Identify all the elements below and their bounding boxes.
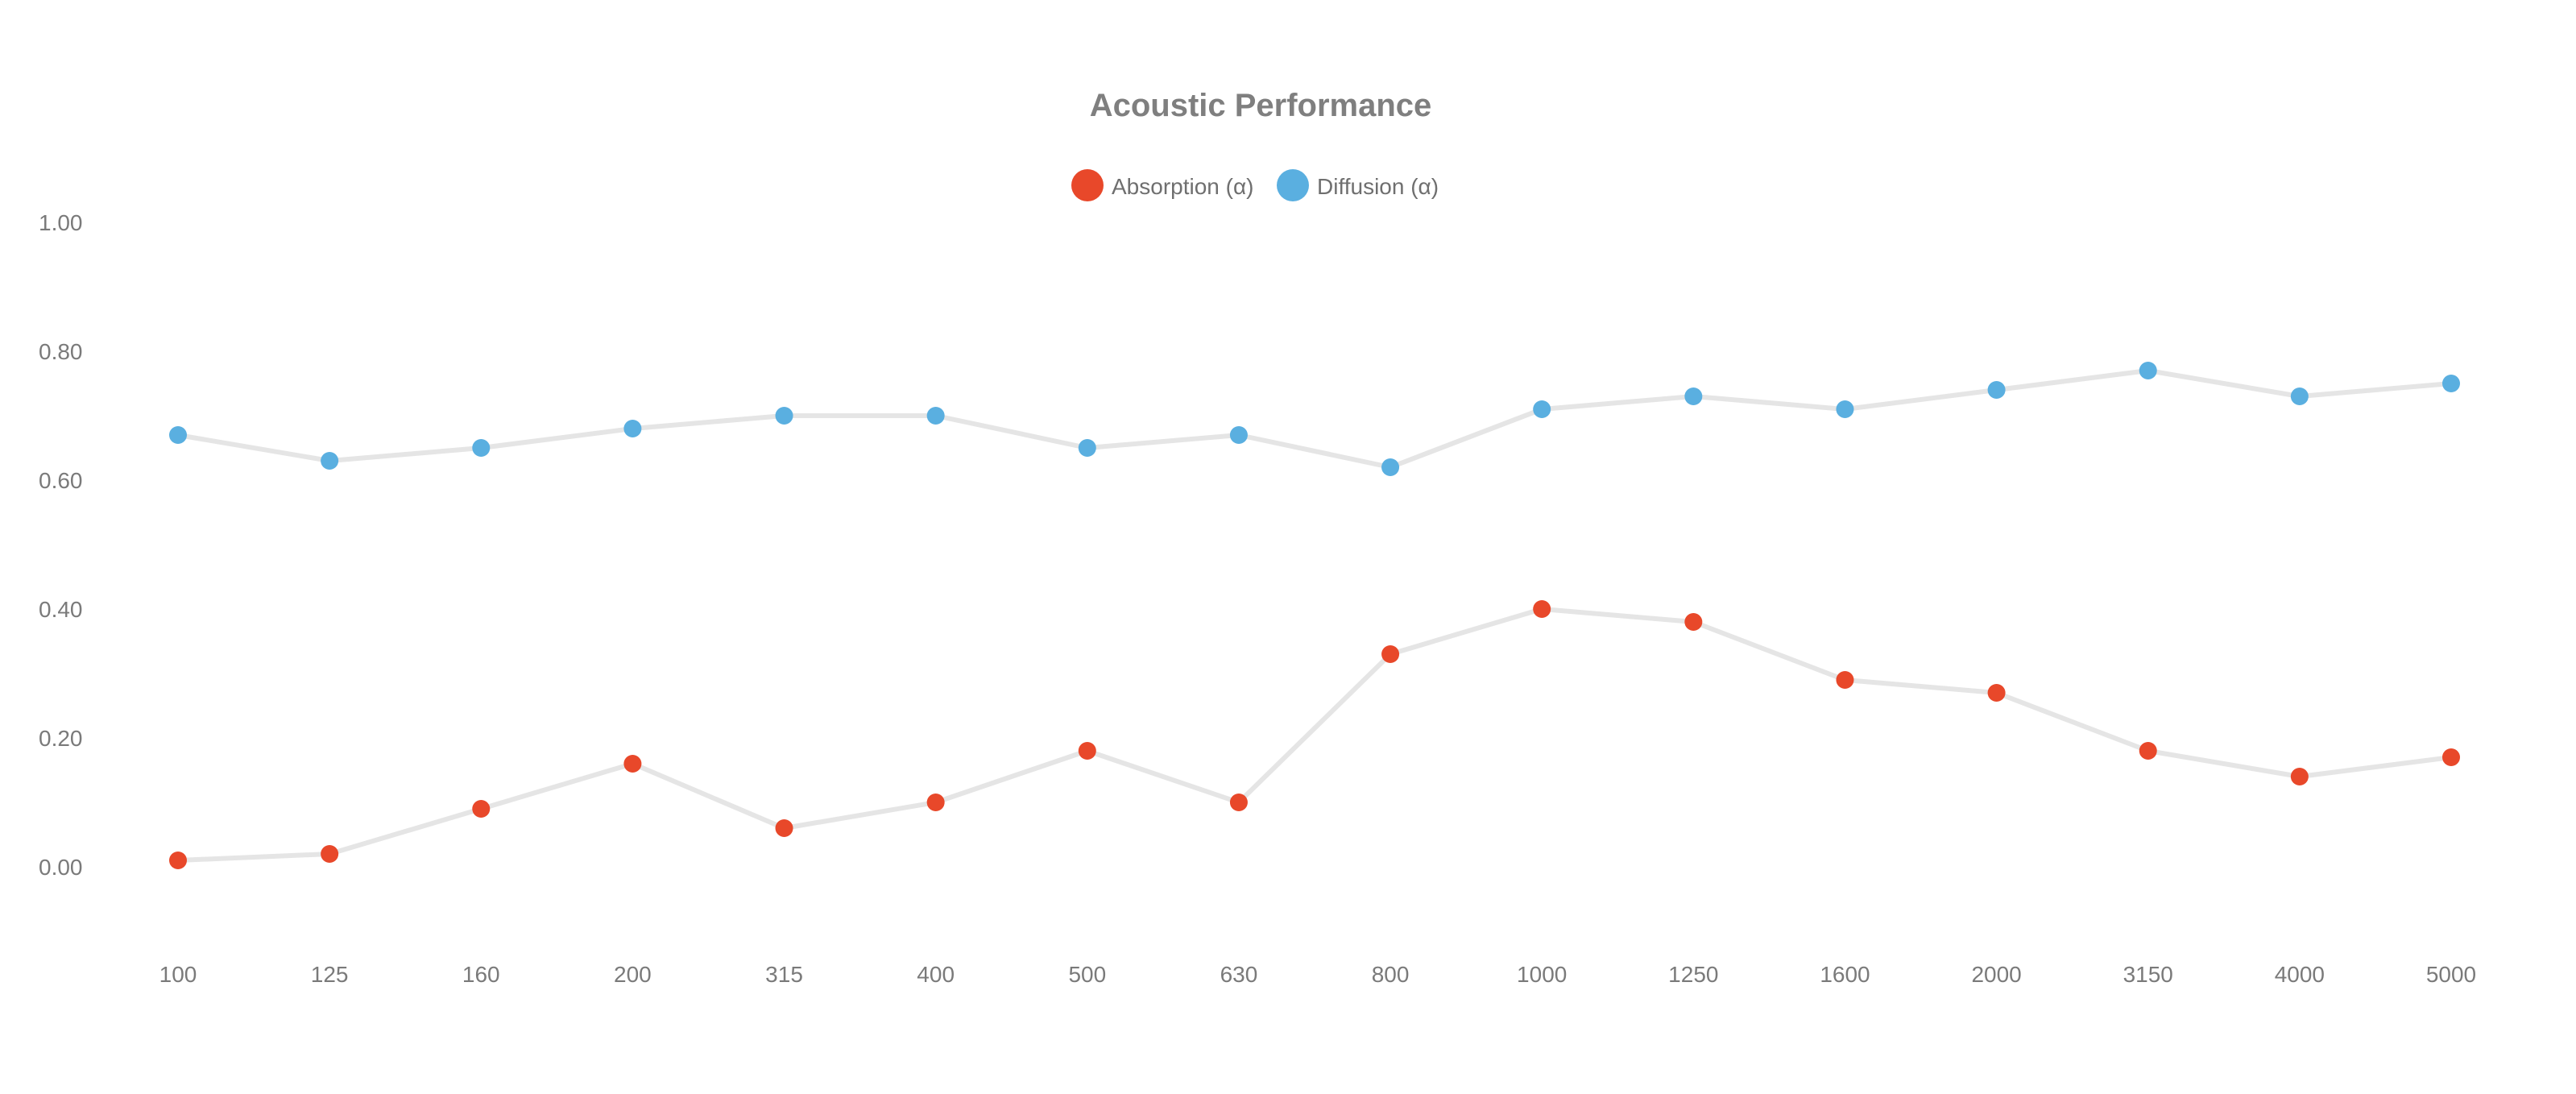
legend-marker-absorption	[1071, 169, 1104, 201]
x-tick-label: 2000	[1971, 962, 2021, 987]
x-tick-label: 630	[1220, 962, 1258, 987]
legend-item-absorption[interactable]: Absorption (α)	[1071, 169, 1253, 201]
y-tick-label: 0.80	[39, 339, 83, 364]
x-tick-label: 800	[1372, 962, 1410, 987]
series-diffusion	[169, 362, 2460, 476]
data-point[interactable]	[1684, 613, 1703, 631]
data-point[interactable]	[775, 819, 793, 837]
x-tick-label: 1000	[1517, 962, 1567, 987]
legend-label-diffusion: Diffusion (α)	[1317, 174, 1439, 199]
x-tick-label: 4000	[2275, 962, 2325, 987]
series-line	[177, 368, 2452, 470]
legend-label-absorption: Absorption (α)	[1112, 174, 1253, 199]
data-point[interactable]	[926, 794, 945, 811]
data-point[interactable]	[1229, 794, 1248, 811]
y-tick-label: 0.00	[39, 855, 83, 880]
data-point[interactable]	[2442, 748, 2460, 766]
data-point[interactable]	[169, 426, 187, 444]
data-point[interactable]	[2139, 362, 2157, 379]
data-point[interactable]	[2139, 742, 2157, 760]
series-absorption	[169, 600, 2460, 869]
data-point[interactable]	[1381, 458, 1400, 476]
x-tick-label: 400	[917, 962, 955, 987]
data-point[interactable]	[1078, 439, 1096, 457]
data-point[interactable]	[1987, 381, 2006, 399]
data-point[interactable]	[472, 439, 491, 457]
data-point[interactable]	[472, 800, 491, 818]
data-point[interactable]	[926, 407, 945, 425]
x-tick-label: 100	[159, 962, 197, 987]
y-axis: 1.00 0.80 0.60 0.40 0.20 0.00	[39, 210, 83, 880]
data-point[interactable]	[321, 452, 339, 470]
series-layer	[169, 362, 2460, 869]
x-tick-label: 160	[462, 962, 500, 987]
legend-marker-diffusion	[1277, 169, 1309, 201]
legend-item-diffusion[interactable]: Diffusion (α)	[1277, 169, 1439, 201]
data-point[interactable]	[1987, 684, 2006, 702]
x-axis: 100 125 160 200 315 400 500 630 800 1000 1250 1600 2…	[159, 962, 2477, 987]
y-tick-label: 0.20	[39, 726, 83, 751]
data-point[interactable]	[2290, 768, 2309, 785]
data-point[interactable]	[2290, 387, 2309, 405]
legend: Absorption (α) Diffusion (α)	[1071, 169, 1439, 201]
series-line	[177, 607, 2452, 863]
y-tick-label: 0.60	[39, 468, 83, 493]
chart-title: Acoustic Performance	[1090, 88, 1432, 123]
x-tick-label: 1250	[1668, 962, 1718, 987]
data-point[interactable]	[1684, 387, 1703, 405]
x-tick-label: 1600	[1820, 962, 1870, 987]
data-point[interactable]	[1533, 400, 1551, 418]
x-tick-label: 5000	[2426, 962, 2476, 987]
y-tick-label: 1.00	[39, 210, 83, 235]
data-point[interactable]	[1229, 426, 1248, 444]
data-point[interactable]	[2442, 375, 2460, 392]
x-tick-label: 3150	[2123, 962, 2173, 987]
data-point[interactable]	[1836, 400, 1854, 418]
data-point[interactable]	[623, 420, 642, 437]
x-tick-label: 125	[311, 962, 349, 987]
data-point[interactable]	[1078, 742, 1096, 760]
data-point[interactable]	[169, 852, 187, 869]
data-point[interactable]	[1533, 600, 1551, 618]
data-point[interactable]	[775, 407, 793, 425]
x-tick-label: 315	[765, 962, 803, 987]
data-point[interactable]	[1836, 671, 1854, 689]
data-point[interactable]	[321, 845, 339, 863]
x-tick-label: 500	[1068, 962, 1106, 987]
x-tick-label: 200	[614, 962, 652, 987]
data-point[interactable]	[623, 755, 642, 773]
data-point[interactable]	[1381, 645, 1400, 663]
y-tick-label: 0.40	[39, 597, 83, 622]
